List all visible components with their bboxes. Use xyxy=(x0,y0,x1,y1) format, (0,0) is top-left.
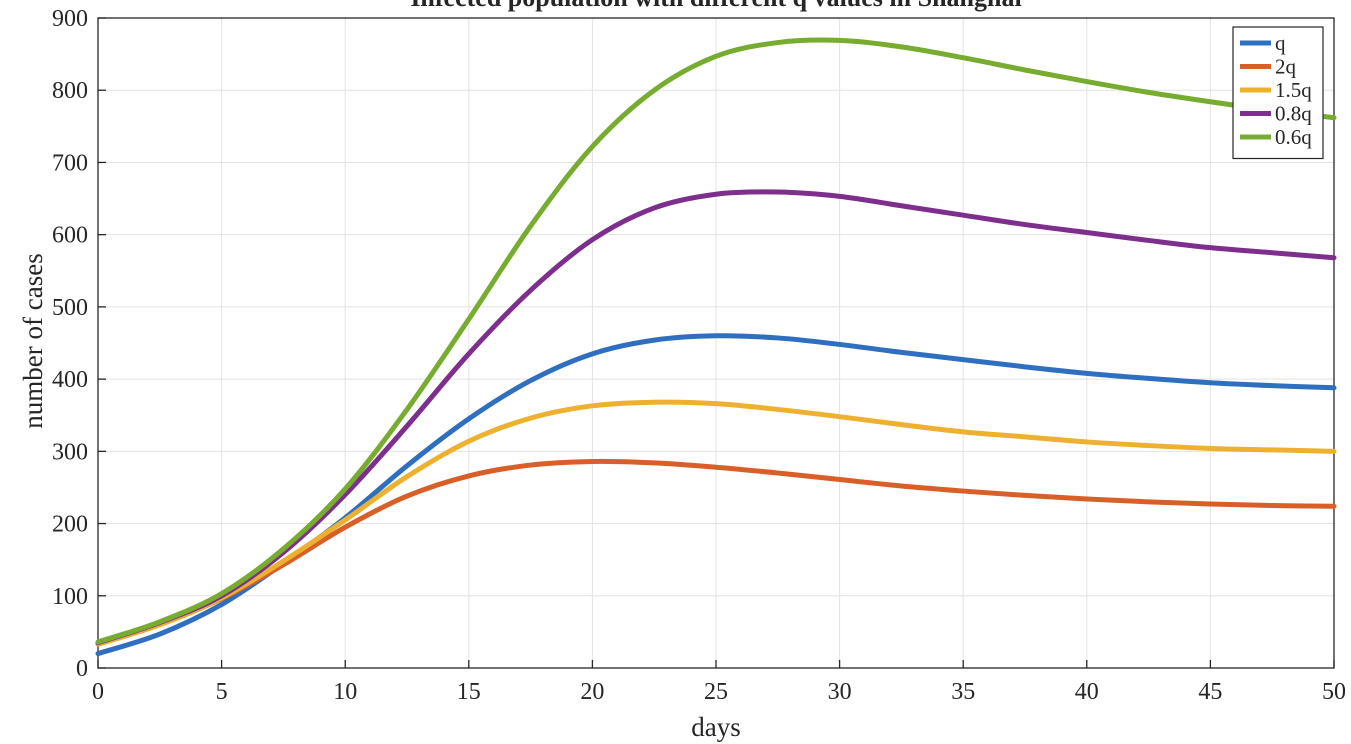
legend-entry: q xyxy=(1275,31,1286,55)
series-line-3 xyxy=(95,189,1337,646)
y-tick-label: 800 xyxy=(52,78,88,104)
x-tick-label: 10 xyxy=(333,679,357,705)
y-tick-label: 700 xyxy=(52,150,88,176)
legend-entry: 1.5q xyxy=(1275,78,1312,102)
grid-lines xyxy=(97,17,1335,669)
x-tick-label: 0 xyxy=(92,679,104,705)
x-tick-label: 35 xyxy=(951,679,975,705)
x-axis: 0 5 10 15 20 25 30 35 40 45 50 xyxy=(92,660,1346,705)
y-tick-label: 200 xyxy=(52,512,88,538)
x-tick-label: 40 xyxy=(1075,679,1099,705)
y-tick-label: 500 xyxy=(52,295,88,321)
series-line-1 xyxy=(95,458,1337,647)
legend-entry: 2q xyxy=(1275,55,1297,79)
y-tick-label: 600 xyxy=(52,223,88,249)
y-tick-label: 300 xyxy=(52,439,88,465)
x-tick-label: 30 xyxy=(828,679,852,705)
series-line-2 xyxy=(95,399,1337,647)
series-lines xyxy=(95,37,1337,657)
y-tick-label: 0 xyxy=(76,656,88,682)
chart-title: Infected population with different q val… xyxy=(410,0,1021,12)
x-tick-label: 50 xyxy=(1322,679,1346,705)
x-tick-label: 45 xyxy=(1198,679,1222,705)
series-line-4 xyxy=(95,37,1337,645)
legend-entry: 0.8q xyxy=(1275,102,1312,126)
y-tick-label: 900 xyxy=(52,6,88,32)
y-axis-label: number of cases xyxy=(18,253,48,428)
y-tick-label: 400 xyxy=(52,367,88,393)
x-tick-label: 20 xyxy=(580,679,604,705)
x-tick-label: 15 xyxy=(457,679,481,705)
y-axis: 0 100 200 300 400 500 600 700 800 900 xyxy=(52,6,106,682)
x-axis-label: days xyxy=(691,712,741,742)
x-tick-label: 5 xyxy=(216,679,228,705)
x-tick-label: 25 xyxy=(704,679,728,705)
legend-entry: 0.6q xyxy=(1275,125,1312,149)
y-tick-label: 100 xyxy=(52,584,88,610)
